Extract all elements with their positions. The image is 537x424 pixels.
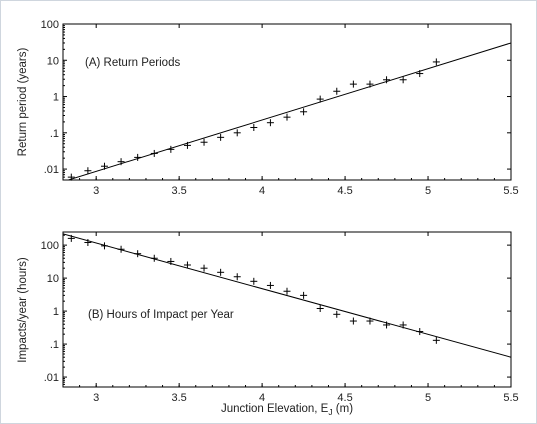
panel-a-data-point: [67, 173, 75, 181]
panel-a-x-tick-label: 5: [425, 185, 431, 197]
panel-b-data-point: [316, 304, 324, 312]
panel-a-data-point: [167, 145, 175, 153]
panel-b-x-tick-label: 3: [93, 392, 99, 404]
panel-a-data-point: [366, 80, 374, 88]
panel-b-data-point: [349, 317, 357, 325]
panel-b-data-point: [134, 250, 142, 258]
panel-a-y-tick-label: .1: [50, 128, 59, 140]
panel-a-data-point: [283, 113, 291, 121]
panel-b-data-point: [266, 281, 274, 289]
panel-a-x-tick-label: 5.5: [503, 185, 518, 197]
panel-b-y-tick-label: 100: [41, 240, 59, 252]
panel-b-y-tick-label: .1: [50, 339, 59, 351]
panel-a-y-tick-label: .01: [44, 164, 59, 176]
panel-a-data-point: [233, 129, 241, 137]
panel-a-x-tick-label: 4.5: [337, 185, 352, 197]
panel-a-data-point: [150, 149, 158, 157]
panel-a-y-tick-label: 1: [53, 92, 59, 104]
panel-b-x-tick-label: 5: [425, 392, 431, 404]
panel-a-y-axis-label: Return period (years): [17, 48, 29, 157]
panel-a-data-point: [316, 95, 324, 103]
panel-a-data-point: [100, 162, 108, 170]
panel-a-y-tick-label: 10: [47, 55, 59, 67]
panel-b-data-point: [183, 261, 191, 269]
panel-a-x-tick-label: 3.5: [171, 185, 186, 197]
panel-b-ticks: 3 3.5 4 4.5 5 5.5 .01 .1 1 10 100: [41, 232, 519, 404]
x-label-subscript: J: [328, 407, 332, 417]
panel-a-data-point: [134, 153, 142, 161]
panel-b-annotation: (B) Hours of Impact per Year: [88, 309, 234, 321]
panel-b-y-tick-label: .01: [44, 372, 59, 384]
panel-b-x-tick-label: 4.5: [337, 392, 352, 404]
panel-a-x-tick-label: 4: [259, 185, 265, 197]
panel-a-data-point: [432, 58, 440, 66]
panel-a-plot-area: [62, 23, 512, 181]
panel-a-ticks: 3 3.5 4 4.5 5 5.5 .01 .1 1 10 100: [41, 19, 519, 197]
panel-b-y-axis-label: Impacts/year (hours): [17, 257, 29, 363]
panel-a-data-point: [217, 133, 225, 141]
panel-b-x-tick-label: 4: [259, 392, 265, 404]
x-label-main: Junction Elevation, E: [221, 403, 329, 415]
panel-a-data-point: [183, 141, 191, 149]
panel-b-x-tick-label: 3.5: [171, 392, 186, 404]
panel-b-plot-area: [62, 231, 512, 388]
panel-b-hours-of-impact: (B) Hours of Impact per Year Impacts/yea…: [17, 231, 519, 417]
panel-b-data-point: [432, 336, 440, 344]
panel-a-data-point: [300, 108, 308, 116]
panel-b-marks: [63, 233, 511, 358]
panel-b-y-tick-label: 10: [47, 273, 59, 285]
panel-b-fit-line: [63, 233, 511, 358]
panel-b-y-tick-label: 1: [53, 306, 59, 318]
panel-a-data-point: [399, 76, 407, 84]
panel-a-data-point: [84, 167, 92, 175]
panel-a-data-point: [333, 87, 341, 95]
panel-b-data-point: [117, 245, 125, 253]
panel-b-data-point: [416, 328, 424, 336]
panel-a-return-periods: (A) Return Periods Return period (years)…: [17, 19, 519, 197]
panel-a-data-point: [266, 119, 274, 127]
panel-b-x-tick-label: 5.5: [503, 392, 518, 404]
panel-b-data-point: [150, 254, 158, 262]
panel-a-data-point: [416, 70, 424, 78]
panel-b-data-point: [399, 321, 407, 329]
panel-a-data-point: [250, 124, 258, 132]
panel-a-data-point: [349, 80, 357, 88]
panel-a-data-point: [117, 158, 125, 166]
panel-b-data-point: [233, 273, 241, 281]
panel-b-data-point: [300, 291, 308, 299]
panel-b-data-point: [167, 257, 175, 265]
panel-a-data-point: [200, 138, 208, 146]
panel-b-data-point: [333, 310, 341, 318]
panel-b-data-point: [100, 242, 108, 250]
panel-b-data-point: [200, 264, 208, 272]
panel-b-data-point: [366, 317, 374, 325]
panel-a-x-tick-label: 3: [93, 185, 99, 197]
panel-b-data-point: [250, 277, 258, 285]
panel-b-data-point: [383, 321, 391, 329]
panel-b-data-point: [283, 287, 291, 295]
x-label-unit: (m): [333, 403, 354, 415]
panel-b-data-point: [84, 239, 92, 247]
panel-a-data-point: [383, 76, 391, 84]
panel-b-data-point: [67, 234, 75, 242]
panel-b-x-axis-label: Junction Elevation, EJ (m): [221, 403, 353, 417]
panel-a-marks: [66, 42, 511, 181]
panel-a-annotation: (A) Return Periods: [85, 57, 180, 69]
panel-b-data-point: [217, 268, 225, 276]
panel-a-y-tick-label: 100: [41, 19, 59, 31]
